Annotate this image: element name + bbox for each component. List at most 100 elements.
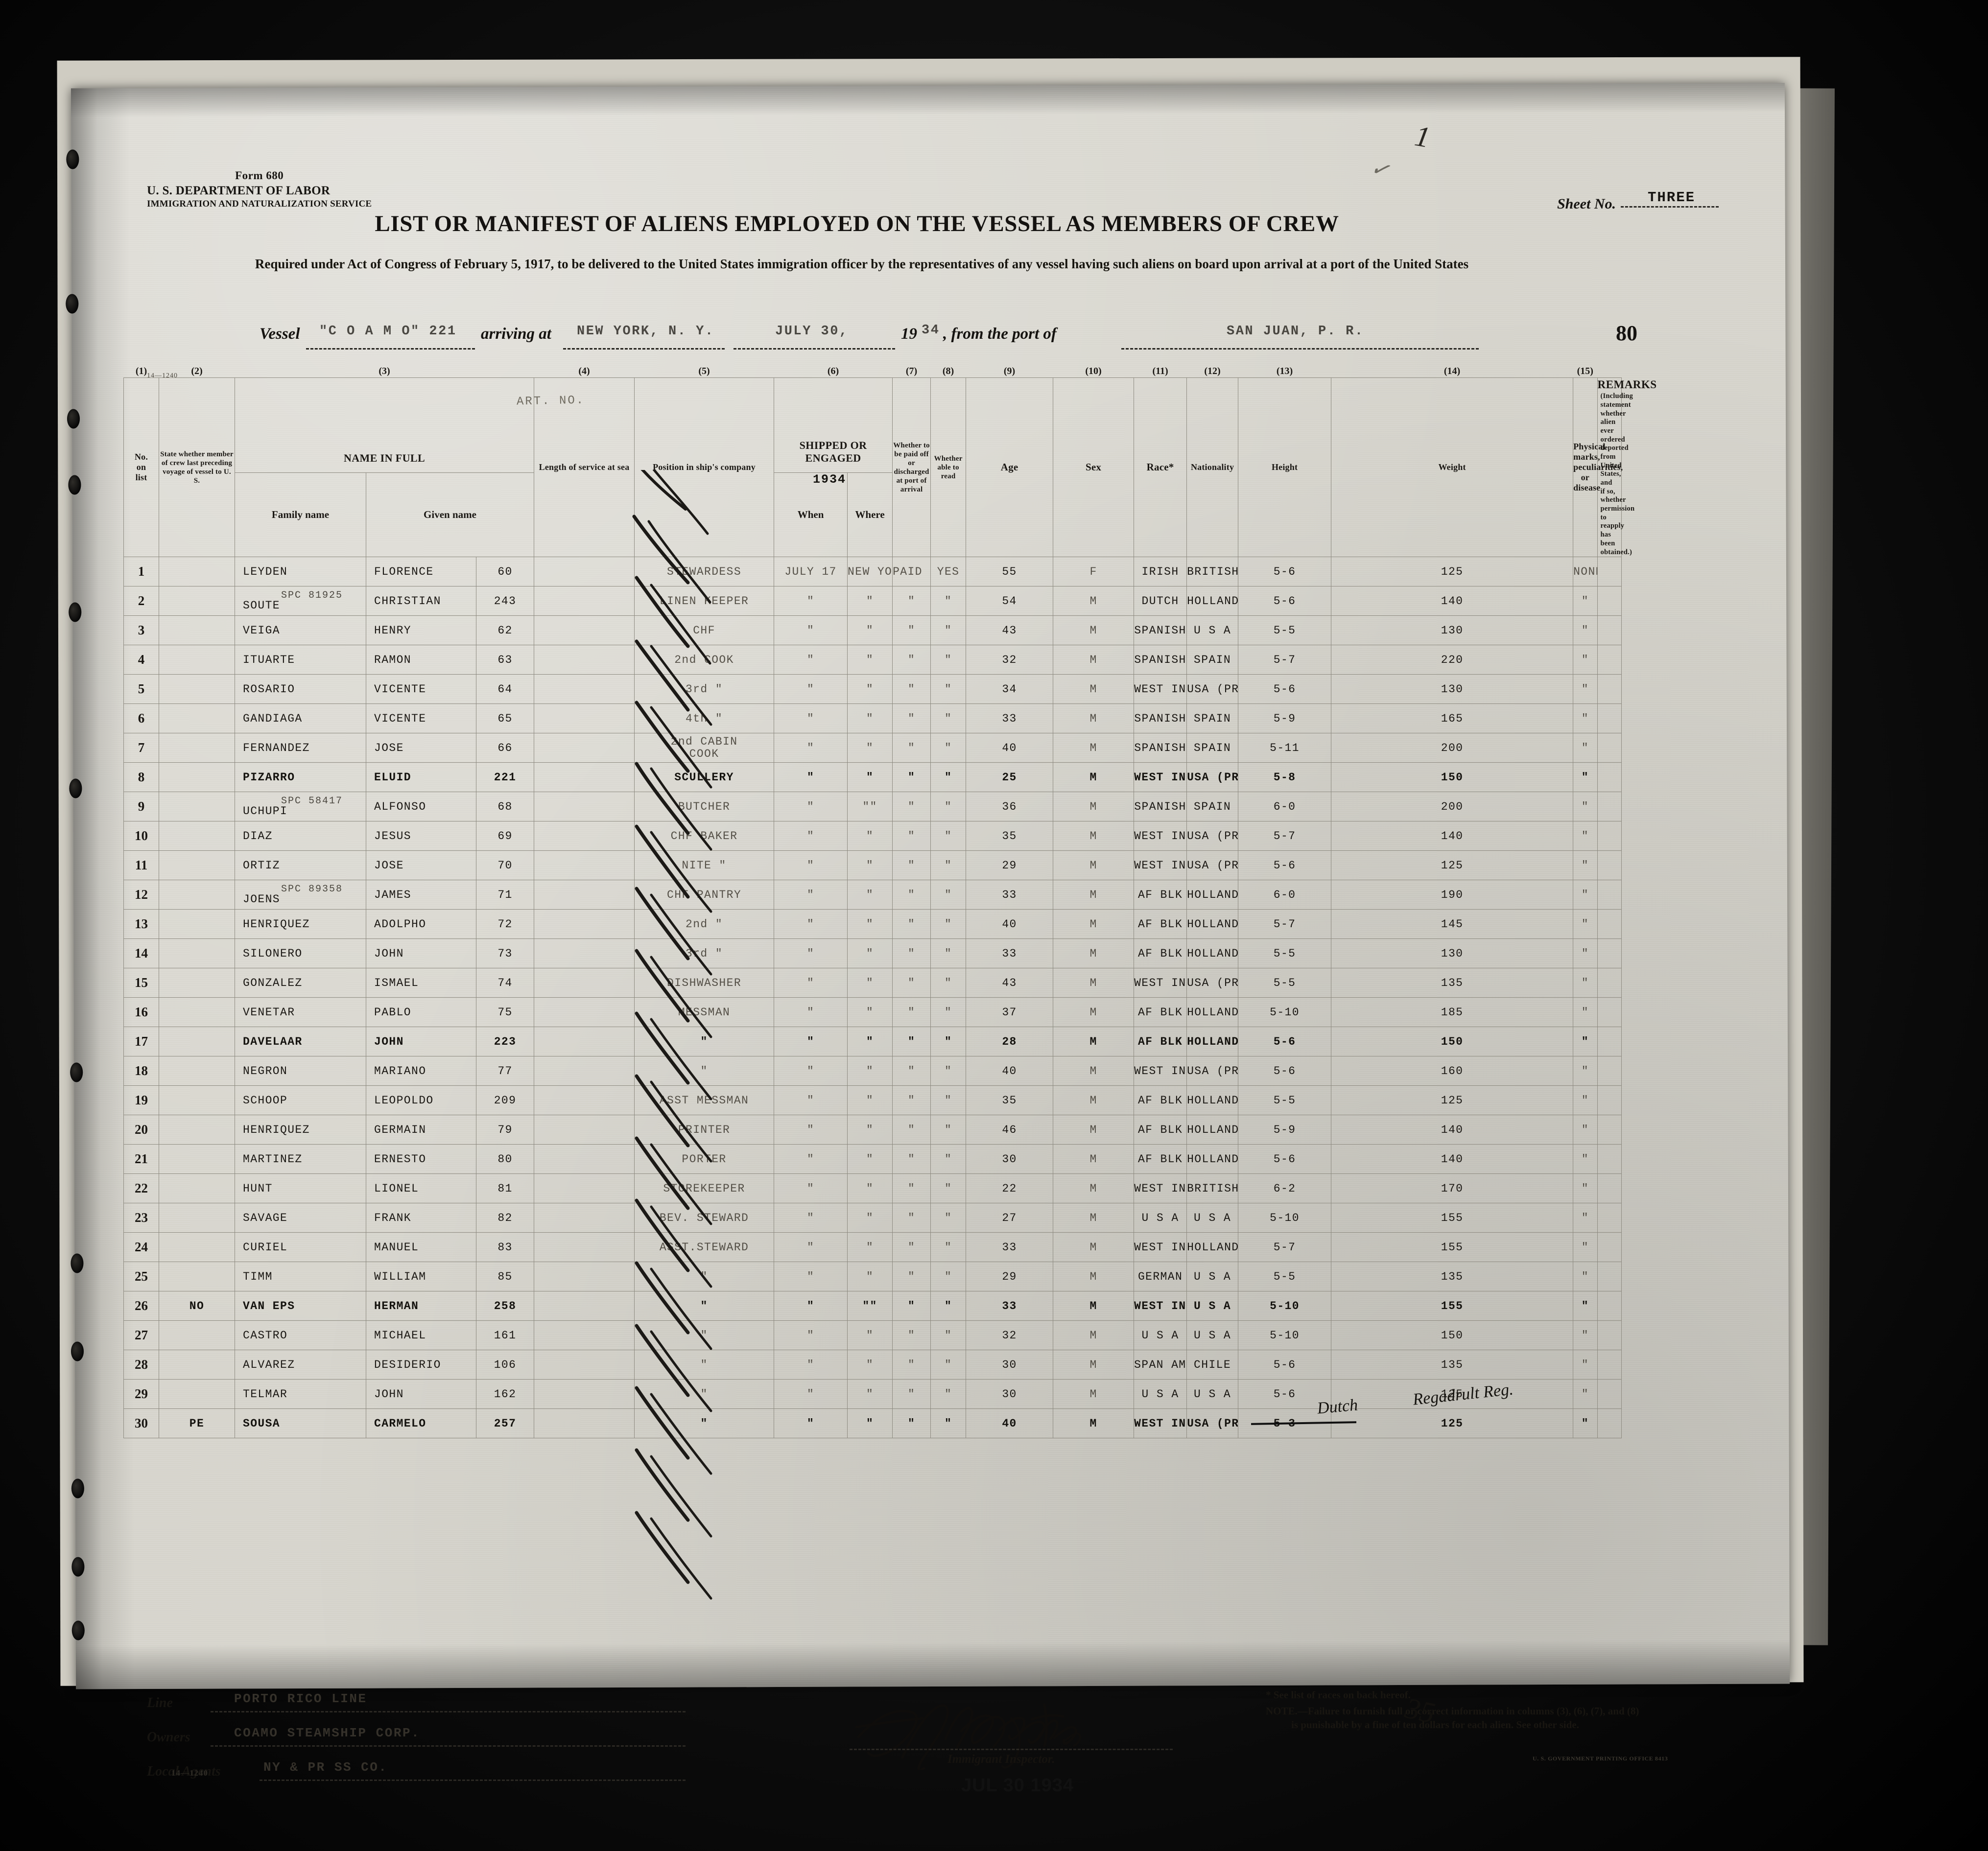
cell-sex: M xyxy=(1053,792,1135,822)
cell-paid: " xyxy=(892,674,931,704)
cell-state xyxy=(159,909,235,939)
cell-paid: " xyxy=(892,1056,931,1086)
cell-position: " xyxy=(634,1291,775,1321)
cell-given: CARMELO xyxy=(366,1408,476,1439)
cell-marks: " xyxy=(1573,762,1598,793)
cell-marks: " xyxy=(1573,1408,1598,1439)
cell-position: CHF BAKER xyxy=(634,821,775,851)
cell-state xyxy=(159,850,235,881)
cell-w: 130 xyxy=(1331,938,1574,969)
cell-position: 2nd " xyxy=(634,909,775,939)
cell-marks: " xyxy=(1573,645,1598,675)
cell-family: SOUSA xyxy=(235,1408,366,1439)
cell-sex: M xyxy=(1053,850,1135,881)
cell-where: " xyxy=(847,1350,893,1380)
cell-marks: " xyxy=(1573,1027,1598,1057)
cell-remarks xyxy=(1597,1056,1622,1086)
cell-position: ASST.STEWARD xyxy=(634,1232,775,1263)
cell-when: " xyxy=(774,733,848,763)
footer-line-row: Line PORTO RICO LINE xyxy=(147,1691,686,1726)
cell-nat: SPAIN xyxy=(1186,703,1239,734)
cell-given: MARIANO xyxy=(366,1056,476,1086)
cell-age: 46 xyxy=(966,1115,1054,1145)
sheet-number-label: Sheet No. xyxy=(1557,196,1616,212)
punch-hole xyxy=(71,1557,85,1577)
cell-read: " xyxy=(930,1262,967,1292)
cell-paid: " xyxy=(892,850,931,881)
cell-h: 5-9 xyxy=(1238,1115,1332,1145)
cell-race: WEST IND xyxy=(1134,1232,1187,1263)
colnum-14: (14) xyxy=(1444,365,1461,376)
cell-when: " xyxy=(774,1027,848,1057)
cell-given: MICHAEL xyxy=(366,1320,476,1351)
cell-sex: M xyxy=(1053,1379,1135,1409)
cell-nat: USA (PR) xyxy=(1186,762,1239,793)
cell-read: " xyxy=(930,850,967,881)
cell-where: " xyxy=(847,850,893,881)
cell-length-of-service xyxy=(534,733,635,763)
cell-read: " xyxy=(930,703,967,734)
cell-paid: " xyxy=(892,792,931,822)
cell-state xyxy=(159,1203,235,1233)
cell-marks: " xyxy=(1573,615,1598,646)
cell-given: ADOLPHO xyxy=(366,909,476,939)
cell-position: " xyxy=(634,1056,775,1086)
header-race: Race* xyxy=(1134,377,1187,558)
cell-h: 5-6 xyxy=(1238,850,1332,881)
punch-hole xyxy=(71,1620,85,1640)
cell-paid: " xyxy=(892,1115,931,1145)
cell-family: VENETAR xyxy=(235,997,366,1028)
cell-remarks xyxy=(1597,1291,1622,1321)
cell-nat: HOLLAND xyxy=(1186,1085,1239,1116)
cell-family: ROSARIO xyxy=(235,674,366,704)
cell-length-of-service xyxy=(534,645,635,675)
cell-given: VICENTE xyxy=(366,703,476,734)
cell-state xyxy=(159,1056,235,1086)
cell-nat: HOLLAND xyxy=(1186,909,1239,939)
cell-age: 30 xyxy=(966,1379,1054,1409)
voyage-line: Vessel "C O A M O" 221 arriving at NEW Y… xyxy=(260,323,1533,352)
colnum-9: (9) xyxy=(1003,365,1016,376)
cell-age: 35 xyxy=(966,1085,1054,1116)
cell-art: 74 xyxy=(475,968,535,998)
cell-age: 34 xyxy=(966,674,1054,704)
agents-label: Local Agents xyxy=(147,1764,221,1779)
cell-nat: SPAIN xyxy=(1186,733,1239,763)
cell-w: 220 xyxy=(1331,645,1574,675)
cell-sex: M xyxy=(1053,880,1135,910)
cell-sex: M xyxy=(1053,1320,1135,1351)
cell-art: 257 xyxy=(475,1408,535,1439)
colnum-4: (4) xyxy=(578,365,590,376)
cell-sex: M xyxy=(1053,1115,1135,1145)
header-height: Height xyxy=(1238,377,1332,558)
cell-given: JESUS xyxy=(366,821,476,851)
cell-remarks xyxy=(1597,1232,1622,1263)
cell-w: 155 xyxy=(1331,1291,1574,1321)
cell-remarks xyxy=(1597,968,1622,998)
cell-state xyxy=(159,792,235,822)
cell-paid: " xyxy=(892,997,931,1028)
header-shipped-or-engaged: SHIPPED OR ENGAGED xyxy=(774,377,893,473)
line-rule xyxy=(211,1711,686,1712)
cell-length-of-service xyxy=(534,1115,635,1145)
page-title: LIST OR MANIFEST OF ALIENS EMPLOYED ON T… xyxy=(375,211,1339,236)
cell-age: 40 xyxy=(966,1408,1054,1439)
cell-w: 140 xyxy=(1331,586,1574,616)
gov-printing-mark: U. S. GOVERNMENT PRINTING OFFICE 8413 xyxy=(1533,1755,1668,1762)
colnum-8: (8) xyxy=(942,365,954,376)
cell-family: HENRIQUEZ xyxy=(235,1115,366,1145)
cell-no: 28 xyxy=(123,1350,159,1380)
cell-length-of-service xyxy=(534,909,635,939)
table-row: 2 SPC 81925 SOUTE CHRISTIAN 243 LINEN KEEPER "… xyxy=(123,586,1622,616)
cell-where: "" xyxy=(847,792,893,822)
cell-h: 5-6 xyxy=(1238,1350,1332,1380)
cell-state xyxy=(159,1379,235,1409)
cell-when: " xyxy=(774,1085,848,1116)
cell-race: WEST IND xyxy=(1134,821,1187,851)
cell-art: 65 xyxy=(475,703,535,734)
cell-marks: " xyxy=(1573,703,1598,734)
cell-nat: HOLLAND xyxy=(1186,1144,1239,1174)
